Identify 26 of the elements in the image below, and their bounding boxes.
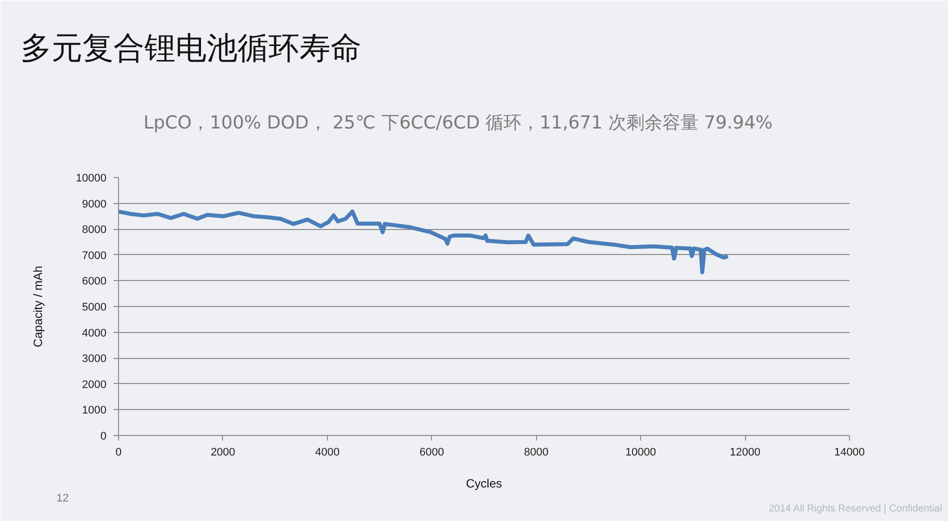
text: 2014 All Rights Reserved | Confidential	[768, 504, 942, 514]
x-tick-label: 14000	[834, 446, 865, 458]
x-tick-label: 4000	[315, 446, 340, 458]
y-tick-label: 10000	[76, 172, 107, 184]
y-tick-label: 2000	[82, 378, 107, 391]
y-tick-label: 0	[100, 430, 107, 442]
y-tick-label: 6000	[82, 276, 107, 288]
x-tick-label: 2000	[210, 446, 236, 458]
x-tick-label: 12000	[730, 446, 760, 458]
x-tick-label: 8000	[524, 446, 548, 458]
x-tick-label: 10000	[625, 446, 656, 458]
y-tick-label: 8000	[82, 224, 107, 236]
x-tick-label: 0	[115, 446, 122, 458]
chart-title: 多元复合锂电池循环寿命	[20, 30, 362, 66]
y-tick-label: 4000	[82, 327, 107, 340]
y-tick-label: 7000	[82, 250, 107, 262]
chart-subtitle: LpCO，100% DOD， 25℃ 下6CC/6CD 循环，11,671 次剩余容量 79.94%	[144, 112, 773, 134]
y-axis-title: Capacity / mAh	[30, 266, 45, 348]
y-tick-label: 3000	[82, 353, 107, 366]
text: 12	[56, 492, 69, 504]
y-tick-label: 1000	[82, 404, 107, 417]
y-tick-label: 5000	[82, 302, 107, 314]
x-axis-title: Cycles	[466, 476, 502, 490]
y-tick-label: 9000	[82, 198, 107, 210]
line-series	[118, 210, 730, 274]
x-tick-label: 6000	[420, 446, 444, 458]
